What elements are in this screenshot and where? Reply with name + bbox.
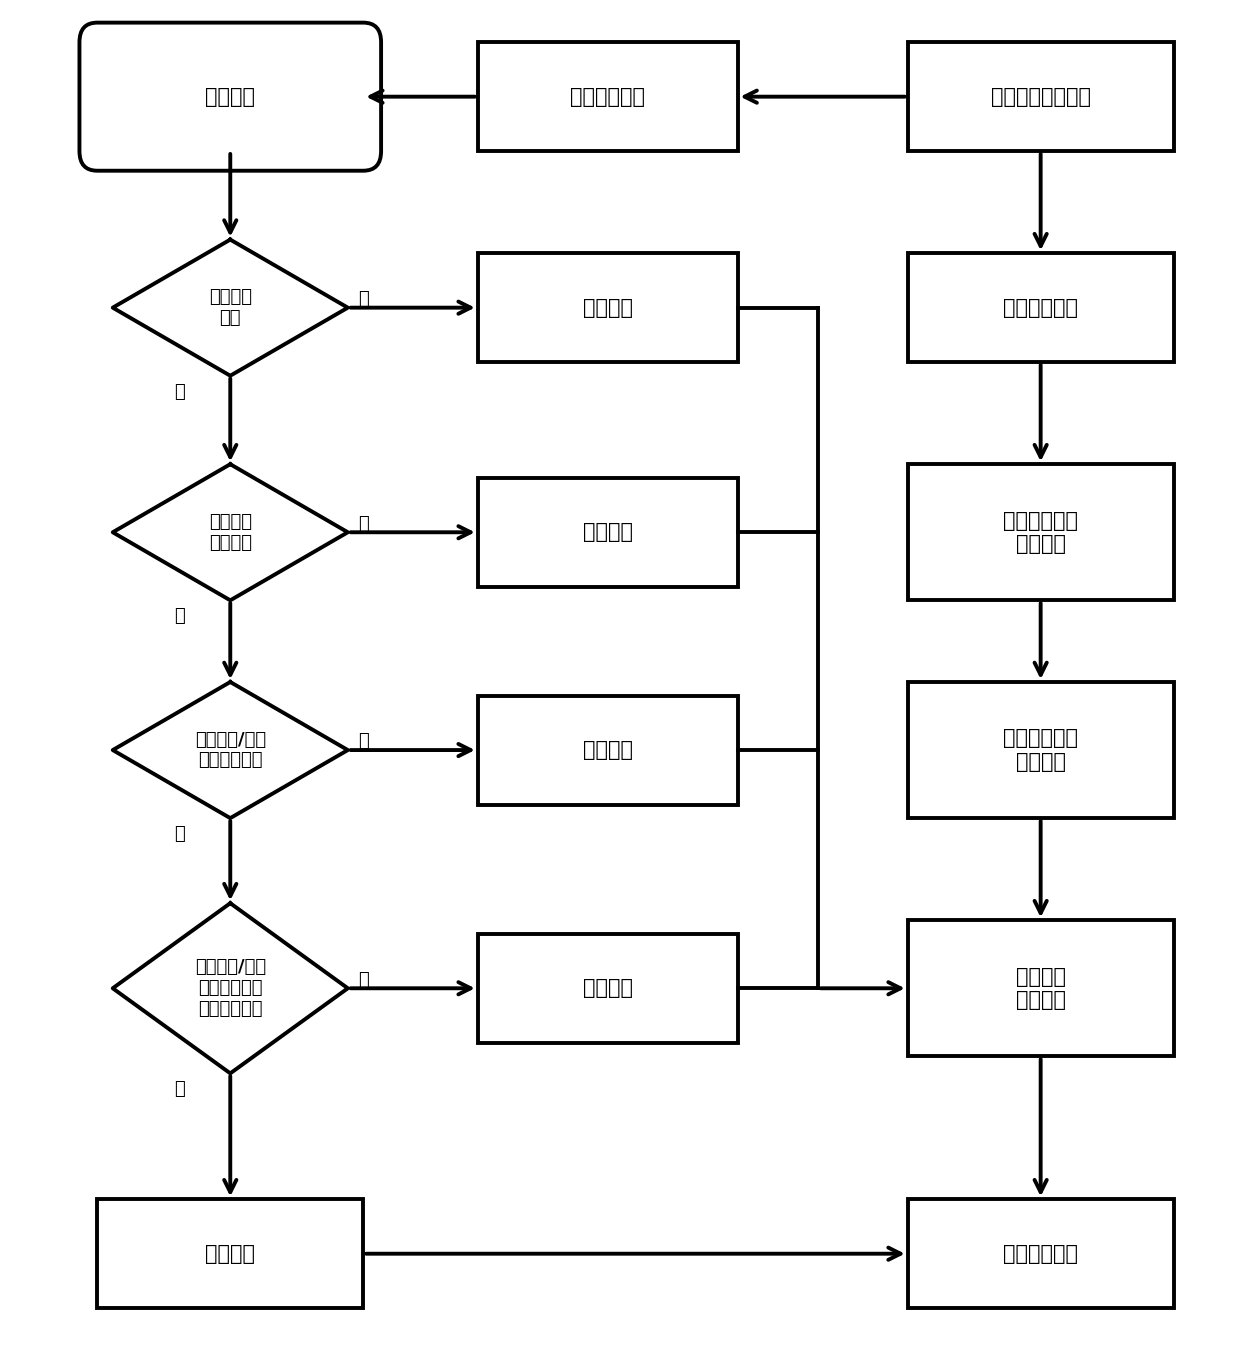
Text: 否: 否 — [175, 382, 185, 401]
Text: 位置能量
信息记录: 位置能量 信息记录 — [1016, 967, 1065, 1009]
Bar — [908, 464, 1173, 600]
Text: 能量过大: 能量过大 — [583, 297, 632, 318]
Text: 能量略小: 能量略小 — [583, 522, 632, 543]
Text: 是: 是 — [357, 291, 368, 308]
Text: 错误注入: 错误注入 — [206, 87, 255, 106]
Bar — [477, 934, 738, 1042]
Bar — [908, 42, 1173, 151]
Text: 芯片功耗/电磁
变化幅度是否
超过异常阈值: 芯片功耗/电磁 变化幅度是否 超过异常阈值 — [195, 959, 265, 1018]
Text: 否: 否 — [357, 732, 368, 750]
Text: 否: 否 — [175, 607, 185, 625]
Bar — [477, 477, 738, 587]
Text: 芯片是否
正常返回: 芯片是否 正常返回 — [208, 513, 252, 551]
Text: 芯片功耗/电磁
是否受到影响: 芯片功耗/电磁 是否受到影响 — [195, 731, 265, 769]
Text: 生成能量参数: 生成能量参数 — [1003, 297, 1078, 318]
Text: 统计不同能量
芯片反应: 统计不同能量 芯片反应 — [1003, 510, 1078, 554]
Bar — [477, 254, 738, 361]
Text: 否: 否 — [357, 971, 368, 989]
Text: 读取附近位置
其它记录: 读取附近位置 其它记录 — [1003, 728, 1078, 772]
Text: 记录新的能量参数: 记录新的能量参数 — [991, 87, 1091, 106]
Bar — [908, 682, 1173, 818]
Polygon shape — [113, 682, 347, 818]
Text: 是: 是 — [175, 825, 185, 843]
Polygon shape — [113, 464, 347, 600]
Polygon shape — [113, 240, 347, 375]
FancyBboxPatch shape — [79, 23, 381, 170]
Bar — [97, 1199, 363, 1308]
Bar — [908, 921, 1173, 1056]
Bar — [477, 696, 738, 805]
Polygon shape — [113, 903, 347, 1073]
Text: 能量略大: 能量略大 — [206, 1244, 255, 1263]
Text: 是: 是 — [175, 1080, 185, 1098]
Bar — [908, 1199, 1173, 1308]
Bar — [477, 42, 738, 151]
Text: 调整异常阈值: 调整异常阈值 — [1003, 1244, 1078, 1263]
Text: 能量略小: 能量略小 — [583, 978, 632, 998]
Bar — [908, 254, 1173, 361]
Text: 是: 是 — [357, 514, 368, 532]
Text: 能量略小: 能量略小 — [583, 741, 632, 760]
Text: 调整能量参数: 调整能量参数 — [570, 87, 645, 106]
Text: 芯片是否
门锁: 芯片是否 门锁 — [208, 288, 252, 327]
